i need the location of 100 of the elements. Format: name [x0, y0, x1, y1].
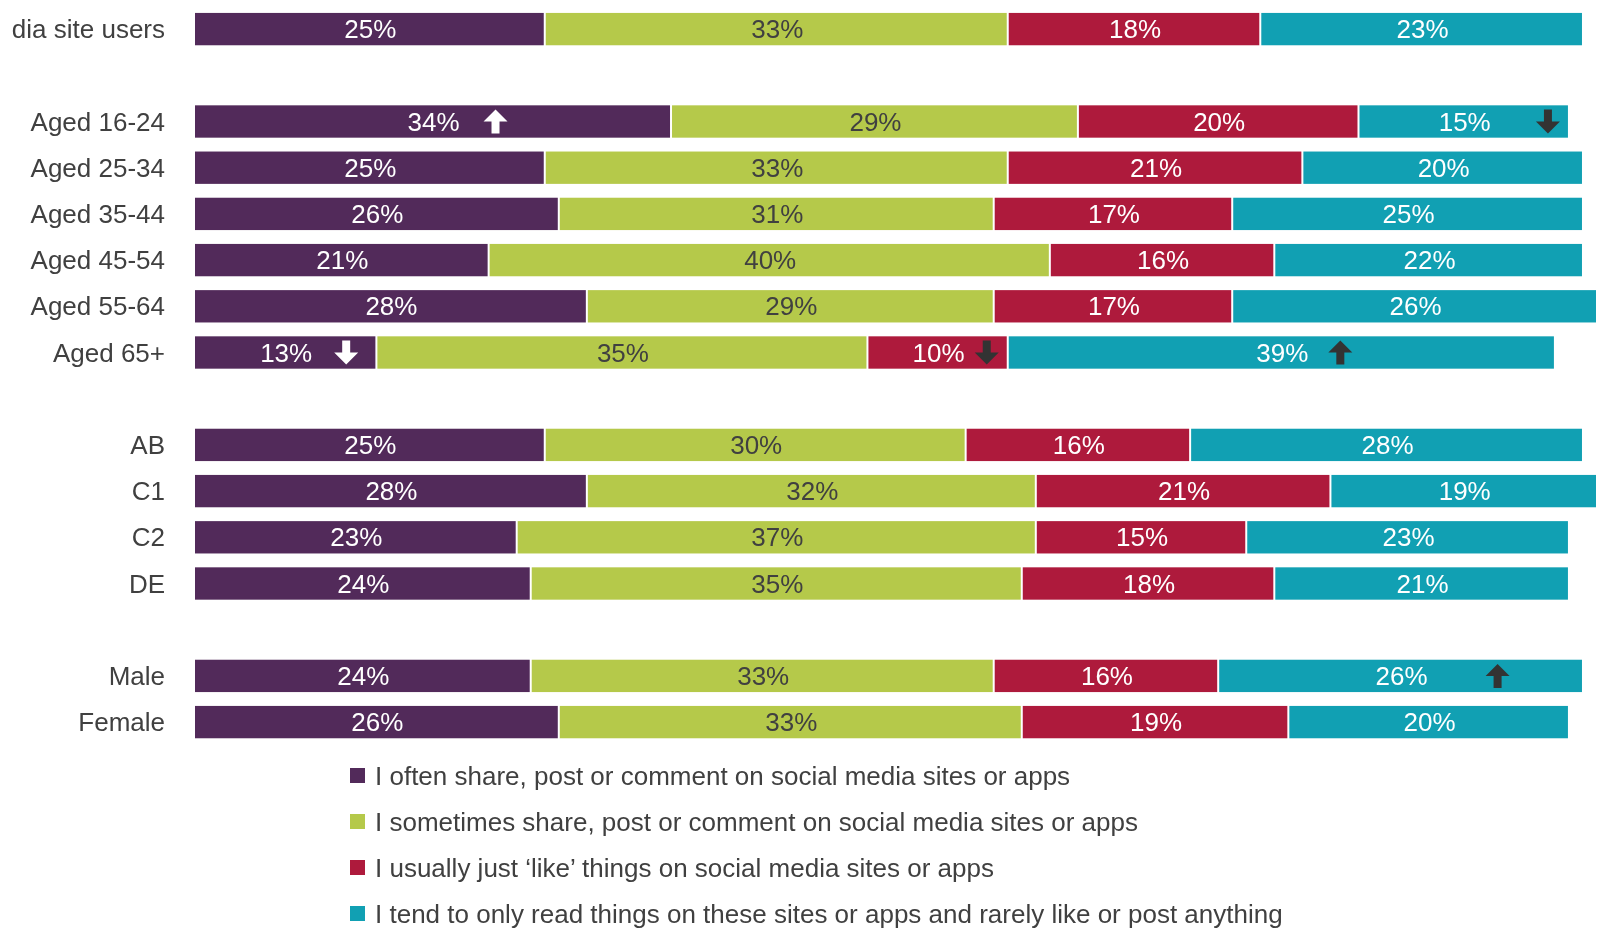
- data-label: 33%: [765, 707, 818, 738]
- bar: [545, 151, 1007, 184]
- legend-label: I usually just ‘like’ things on social media sites or apps: [375, 853, 994, 883]
- bar: [1331, 474, 1596, 508]
- bar: [195, 336, 376, 369]
- bar: [1219, 659, 1582, 693]
- bar: [517, 521, 1035, 554]
- data-label: 29%: [765, 291, 818, 322]
- bar: [559, 705, 1021, 739]
- bar: [195, 521, 516, 554]
- data-label: 33%: [751, 152, 804, 183]
- bar: [377, 336, 867, 369]
- bar: [195, 567, 530, 600]
- data-label: 18%: [1123, 568, 1176, 599]
- data-label: 10%: [912, 337, 965, 368]
- data-label: 26%: [1375, 660, 1428, 691]
- bar: [531, 659, 993, 693]
- data-label: 35%: [751, 568, 804, 599]
- bar: [545, 428, 965, 462]
- data-label: 26%: [1389, 291, 1442, 322]
- data-label: 40%: [744, 245, 797, 276]
- data-label: 25%: [344, 152, 397, 183]
- data-label: 20%: [1417, 152, 1470, 183]
- data-label: 32%: [786, 476, 839, 507]
- bar: [966, 428, 1190, 462]
- bar: [1008, 12, 1260, 46]
- legend-label: I tend to only read things on these sites or apps and rarely like or post anything: [375, 899, 1283, 929]
- data-label: 31%: [751, 198, 804, 229]
- y-tick-label: Aged 35-44: [30, 198, 165, 229]
- data-label: 28%: [365, 476, 418, 507]
- y-tick-label: dia site users: [11, 14, 165, 45]
- bar: [587, 290, 993, 323]
- y-tick-label: Aged 16-24: [30, 106, 165, 137]
- bar: [672, 105, 1077, 138]
- bar: [545, 12, 1007, 46]
- data-label: 16%: [1137, 245, 1190, 276]
- bar: [1191, 428, 1582, 462]
- bar: [195, 659, 530, 693]
- y-tick-label: Aged 65+: [52, 337, 165, 368]
- data-label: 24%: [337, 660, 390, 691]
- data-label: 15%: [1116, 522, 1169, 553]
- y-tick-label: AB: [130, 429, 165, 460]
- bar: [1261, 12, 1582, 46]
- bar: [868, 336, 1007, 369]
- data-label: 23%: [330, 522, 383, 553]
- data-label: 22%: [1403, 245, 1456, 276]
- data-label: 16%: [1052, 429, 1105, 460]
- data-label: 33%: [751, 14, 804, 45]
- data-label: 37%: [751, 522, 804, 553]
- data-label: 28%: [365, 291, 418, 322]
- legend-label: I sometimes share, post or comment on social media sites or apps: [375, 807, 1138, 837]
- data-label: 20%: [1193, 106, 1246, 137]
- bar: [994, 197, 1232, 231]
- data-label: 30%: [730, 429, 783, 460]
- bar: [195, 290, 586, 323]
- bar: [489, 243, 1049, 277]
- data-label: 26%: [351, 198, 404, 229]
- data-label: 18%: [1108, 14, 1162, 45]
- bar: [195, 428, 544, 462]
- data-label: 21%: [1130, 152, 1183, 183]
- bar: [1022, 567, 1274, 600]
- data-label: 23%: [1396, 14, 1449, 45]
- bar: [1303, 151, 1582, 184]
- data-label: 28%: [1361, 429, 1414, 460]
- y-tick-label: C2: [131, 522, 165, 553]
- bar: [195, 12, 544, 46]
- bar: [1233, 197, 1582, 231]
- y-tick-label: DE: [128, 568, 165, 599]
- bar: [1022, 705, 1288, 739]
- y-tick-label: Aged 55-64: [30, 291, 165, 322]
- y-tick-label: Male: [108, 660, 165, 691]
- data-label: 20%: [1403, 707, 1456, 738]
- bar: [559, 197, 993, 231]
- data-label: 17%: [1087, 198, 1140, 229]
- bar: [1050, 243, 1274, 277]
- data-label: 21%: [316, 245, 369, 276]
- data-label: 21%: [1396, 568, 1449, 599]
- bar: [195, 105, 671, 138]
- bar: [195, 474, 586, 508]
- y-tick-label: Aged 25-34: [30, 152, 165, 183]
- data-label: 34%: [407, 106, 460, 137]
- bar: [1359, 105, 1568, 138]
- y-tick-label: Female: [78, 707, 165, 738]
- bar: [195, 151, 544, 184]
- bar: [587, 474, 1035, 508]
- data-label: 13%: [260, 337, 313, 368]
- bar: [994, 659, 1218, 693]
- data-label: 25%: [1382, 198, 1435, 229]
- bar: [1247, 521, 1568, 554]
- data-label: 19%: [1130, 707, 1183, 738]
- bar: [1036, 521, 1246, 554]
- data-label: 21%: [1158, 476, 1211, 507]
- data-label: 35%: [596, 337, 649, 368]
- bar: [994, 290, 1232, 323]
- bar: [1008, 336, 1554, 369]
- data-label: 23%: [1382, 522, 1435, 553]
- data-label: 25%: [344, 14, 397, 45]
- data-label: 29%: [849, 106, 902, 137]
- y-tick-label: Aged 45-54: [30, 245, 165, 276]
- bar: [1275, 567, 1568, 600]
